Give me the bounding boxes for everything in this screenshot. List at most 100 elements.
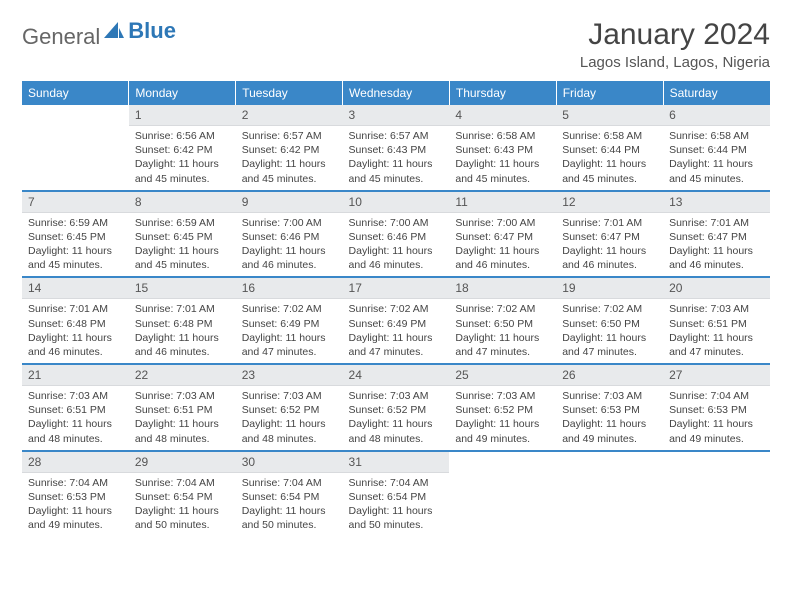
calendar-day: 21Sunrise: 7:03 AMSunset: 6:51 PMDayligh…: [22, 365, 129, 451]
calendar-day: 27Sunrise: 7:04 AMSunset: 6:53 PMDayligh…: [663, 365, 770, 451]
calendar-body: 1Sunrise: 6:56 AMSunset: 6:42 PMDaylight…: [22, 105, 770, 536]
calendar-day: 29Sunrise: 7:04 AMSunset: 6:54 PMDayligh…: [129, 452, 236, 537]
brand-blue: Blue: [128, 18, 176, 44]
calendar-empty: [22, 105, 129, 191]
day-details: Sunrise: 7:01 AMSunset: 6:47 PMDaylight:…: [663, 213, 770, 277]
day-details: Sunrise: 7:03 AMSunset: 6:52 PMDaylight:…: [449, 386, 556, 450]
weekday-header: Wednesday: [343, 81, 450, 105]
day-number: 5: [556, 105, 663, 126]
day-number: 24: [343, 365, 450, 386]
day-details: Sunrise: 7:00 AMSunset: 6:46 PMDaylight:…: [343, 213, 450, 277]
calendar-day: 1Sunrise: 6:56 AMSunset: 6:42 PMDaylight…: [129, 105, 236, 191]
day-details: Sunrise: 7:01 AMSunset: 6:48 PMDaylight:…: [22, 299, 129, 363]
day-number: 4: [449, 105, 556, 126]
day-details: Sunrise: 6:58 AMSunset: 6:44 PMDaylight:…: [556, 126, 663, 190]
day-number: 23: [236, 365, 343, 386]
header: General Blue January 2024 Lagos Island, …: [22, 18, 770, 71]
calendar-day: 12Sunrise: 7:01 AMSunset: 6:47 PMDayligh…: [556, 192, 663, 278]
day-details: Sunrise: 7:00 AMSunset: 6:47 PMDaylight:…: [449, 213, 556, 277]
calendar-head: SundayMondayTuesdayWednesdayThursdayFrid…: [22, 81, 770, 105]
day-details: Sunrise: 7:00 AMSunset: 6:46 PMDaylight:…: [236, 213, 343, 277]
calendar-day: 31Sunrise: 7:04 AMSunset: 6:54 PMDayligh…: [343, 452, 450, 537]
calendar-day: 16Sunrise: 7:02 AMSunset: 6:49 PMDayligh…: [236, 278, 343, 364]
calendar-day: 26Sunrise: 7:03 AMSunset: 6:53 PMDayligh…: [556, 365, 663, 451]
calendar-day: 18Sunrise: 7:02 AMSunset: 6:50 PMDayligh…: [449, 278, 556, 364]
day-number: 8: [129, 192, 236, 213]
day-details: Sunrise: 7:03 AMSunset: 6:51 PMDaylight:…: [22, 386, 129, 450]
calendar-day: 4Sunrise: 6:58 AMSunset: 6:43 PMDaylight…: [449, 105, 556, 191]
day-number: 11: [449, 192, 556, 213]
calendar-day: 7Sunrise: 6:59 AMSunset: 6:45 PMDaylight…: [22, 192, 129, 278]
day-number: 13: [663, 192, 770, 213]
calendar-day: 24Sunrise: 7:03 AMSunset: 6:52 PMDayligh…: [343, 365, 450, 451]
day-number: 22: [129, 365, 236, 386]
day-number: 6: [663, 105, 770, 126]
calendar-day: 9Sunrise: 7:00 AMSunset: 6:46 PMDaylight…: [236, 192, 343, 278]
day-details: Sunrise: 7:02 AMSunset: 6:50 PMDaylight:…: [556, 299, 663, 363]
day-details: Sunrise: 6:58 AMSunset: 6:43 PMDaylight:…: [449, 126, 556, 190]
day-details: Sunrise: 7:02 AMSunset: 6:49 PMDaylight:…: [236, 299, 343, 363]
calendar-week: 7Sunrise: 6:59 AMSunset: 6:45 PMDaylight…: [22, 192, 770, 278]
day-number: 19: [556, 278, 663, 299]
day-details: Sunrise: 7:01 AMSunset: 6:48 PMDaylight:…: [129, 299, 236, 363]
calendar-week: 1Sunrise: 6:56 AMSunset: 6:42 PMDaylight…: [22, 105, 770, 191]
day-details: Sunrise: 7:04 AMSunset: 6:53 PMDaylight:…: [663, 386, 770, 450]
calendar-day: 23Sunrise: 7:03 AMSunset: 6:52 PMDayligh…: [236, 365, 343, 451]
day-details: Sunrise: 6:57 AMSunset: 6:42 PMDaylight:…: [236, 126, 343, 190]
day-number: 27: [663, 365, 770, 386]
weekday-header: Tuesday: [236, 81, 343, 105]
calendar-day: 30Sunrise: 7:04 AMSunset: 6:54 PMDayligh…: [236, 452, 343, 537]
day-number: 25: [449, 365, 556, 386]
calendar-day: 15Sunrise: 7:01 AMSunset: 6:48 PMDayligh…: [129, 278, 236, 364]
calendar-day: 14Sunrise: 7:01 AMSunset: 6:48 PMDayligh…: [22, 278, 129, 364]
day-number: 15: [129, 278, 236, 299]
day-number: 12: [556, 192, 663, 213]
calendar-day: 10Sunrise: 7:00 AMSunset: 6:46 PMDayligh…: [343, 192, 450, 278]
calendar-table: SundayMondayTuesdayWednesdayThursdayFrid…: [22, 81, 770, 536]
day-details: Sunrise: 7:01 AMSunset: 6:47 PMDaylight:…: [556, 213, 663, 277]
day-number: 17: [343, 278, 450, 299]
weekday-row: SundayMondayTuesdayWednesdayThursdayFrid…: [22, 81, 770, 105]
day-details: Sunrise: 7:03 AMSunset: 6:51 PMDaylight:…: [663, 299, 770, 363]
brand-general: General: [22, 24, 100, 50]
calendar-day: 20Sunrise: 7:03 AMSunset: 6:51 PMDayligh…: [663, 278, 770, 364]
day-number: 28: [22, 452, 129, 473]
calendar-day: 25Sunrise: 7:03 AMSunset: 6:52 PMDayligh…: [449, 365, 556, 451]
title-block: January 2024 Lagos Island, Lagos, Nigeri…: [580, 18, 770, 71]
day-details: Sunrise: 7:02 AMSunset: 6:49 PMDaylight:…: [343, 299, 450, 363]
day-number: 30: [236, 452, 343, 473]
calendar-week: 14Sunrise: 7:01 AMSunset: 6:48 PMDayligh…: [22, 278, 770, 364]
day-details: Sunrise: 7:04 AMSunset: 6:54 PMDaylight:…: [236, 473, 343, 537]
day-details: Sunrise: 6:57 AMSunset: 6:43 PMDaylight:…: [343, 126, 450, 190]
day-number: 21: [22, 365, 129, 386]
calendar-day: 13Sunrise: 7:01 AMSunset: 6:47 PMDayligh…: [663, 192, 770, 278]
day-number: 2: [236, 105, 343, 126]
day-details: Sunrise: 6:59 AMSunset: 6:45 PMDaylight:…: [22, 213, 129, 277]
calendar-day: 5Sunrise: 6:58 AMSunset: 6:44 PMDaylight…: [556, 105, 663, 191]
calendar-day: 6Sunrise: 6:58 AMSunset: 6:44 PMDaylight…: [663, 105, 770, 191]
brand-sail-icon: [104, 18, 124, 44]
weekday-header: Monday: [129, 81, 236, 105]
calendar-day: 3Sunrise: 6:57 AMSunset: 6:43 PMDaylight…: [343, 105, 450, 191]
day-details: Sunrise: 7:03 AMSunset: 6:52 PMDaylight:…: [236, 386, 343, 450]
calendar-day: 8Sunrise: 6:59 AMSunset: 6:45 PMDaylight…: [129, 192, 236, 278]
day-number: 9: [236, 192, 343, 213]
day-details: Sunrise: 7:04 AMSunset: 6:54 PMDaylight:…: [343, 473, 450, 537]
location-text: Lagos Island, Lagos, Nigeria: [580, 54, 770, 71]
weekday-header: Thursday: [449, 81, 556, 105]
calendar-day: 19Sunrise: 7:02 AMSunset: 6:50 PMDayligh…: [556, 278, 663, 364]
day-number: 16: [236, 278, 343, 299]
calendar-day: 2Sunrise: 6:57 AMSunset: 6:42 PMDaylight…: [236, 105, 343, 191]
day-number: 20: [663, 278, 770, 299]
day-details: Sunrise: 7:04 AMSunset: 6:53 PMDaylight:…: [22, 473, 129, 537]
calendar-page: General Blue January 2024 Lagos Island, …: [0, 0, 792, 548]
calendar-day: 17Sunrise: 7:02 AMSunset: 6:49 PMDayligh…: [343, 278, 450, 364]
weekday-header: Friday: [556, 81, 663, 105]
day-details: Sunrise: 7:02 AMSunset: 6:50 PMDaylight:…: [449, 299, 556, 363]
day-details: Sunrise: 7:03 AMSunset: 6:53 PMDaylight:…: [556, 386, 663, 450]
day-number: 29: [129, 452, 236, 473]
calendar-empty: [449, 452, 556, 537]
calendar-day: 11Sunrise: 7:00 AMSunset: 6:47 PMDayligh…: [449, 192, 556, 278]
calendar-day: 22Sunrise: 7:03 AMSunset: 6:51 PMDayligh…: [129, 365, 236, 451]
day-details: Sunrise: 6:56 AMSunset: 6:42 PMDaylight:…: [129, 126, 236, 190]
